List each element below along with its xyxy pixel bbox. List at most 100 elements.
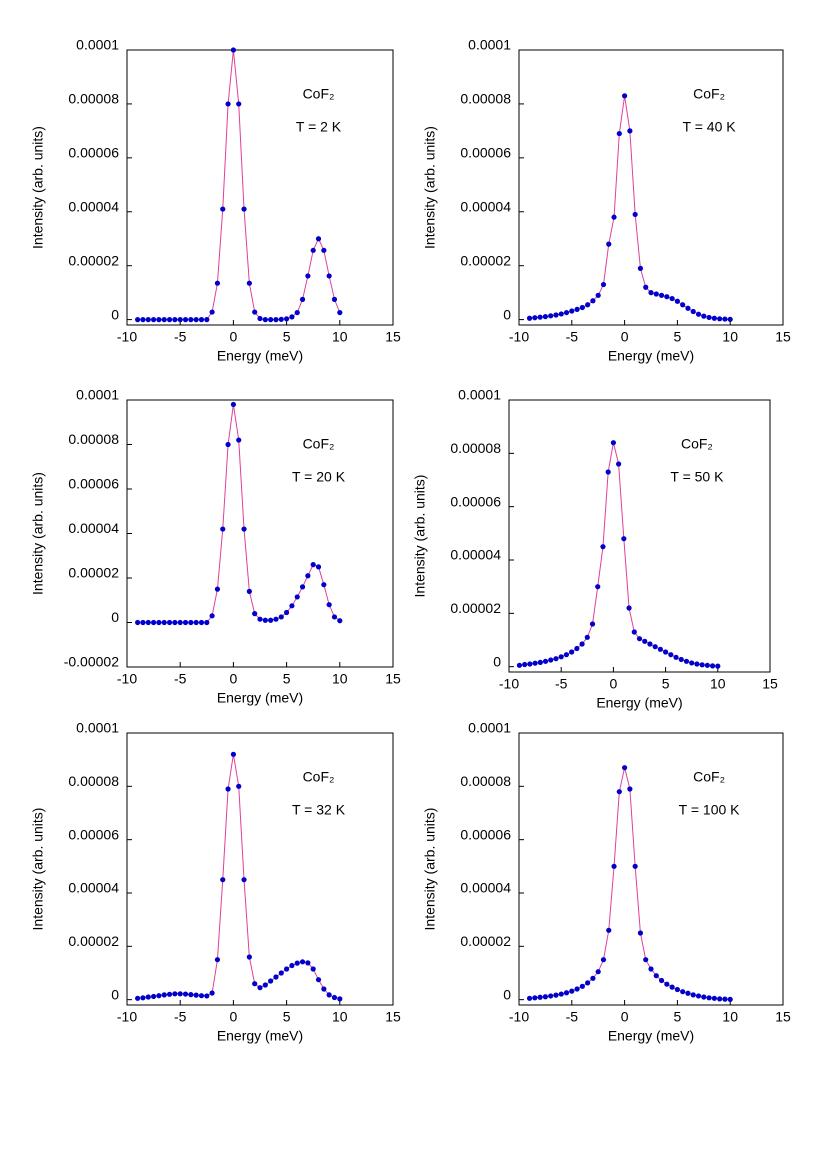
data-point: [631, 629, 637, 635]
y-tick-label: 0.0001: [458, 387, 501, 403]
data-point: [699, 662, 705, 668]
data-point: [268, 978, 274, 984]
x-tick-label: 5: [283, 329, 291, 345]
data-point: [252, 981, 258, 987]
data-point: [632, 863, 638, 869]
data-point: [209, 990, 215, 996]
data-point: [182, 317, 189, 323]
annotation: CoF₂: [681, 436, 713, 452]
data-point: [553, 312, 559, 318]
x-axis-label: Energy (meV): [608, 348, 694, 364]
data-point: [706, 995, 712, 1001]
data-point: [161, 317, 167, 323]
data-point: [643, 957, 649, 963]
data-point: [172, 317, 178, 323]
data-point: [220, 526, 226, 532]
annotation: CoF₂: [693, 769, 725, 785]
data-point: [663, 649, 669, 655]
data-point: [284, 316, 290, 322]
plot-frame: [518, 732, 784, 1006]
data-point: [574, 986, 580, 992]
data-point: [637, 930, 644, 936]
data-point: [717, 996, 723, 1002]
data-point: [616, 130, 622, 137]
y-tick-label: 0: [111, 609, 119, 625]
y-tick-label: 0.00002: [460, 933, 511, 949]
y-tick-label: 0.00004: [460, 198, 511, 214]
data-point: [156, 317, 162, 323]
data-point: [722, 316, 728, 322]
data-point: [664, 294, 670, 300]
data-point: [230, 47, 236, 53]
data-point: [262, 317, 268, 323]
data-point: [680, 989, 686, 995]
data-point: [532, 995, 538, 1001]
data-point: [611, 863, 617, 869]
data-point: [331, 614, 338, 620]
data-point: [610, 440, 617, 446]
annotation: CoF₂: [303, 436, 335, 452]
data-point: [166, 317, 173, 323]
data-point: [548, 657, 554, 663]
data-point: [252, 611, 258, 617]
y-axis-label: Intensity (arb. units): [422, 126, 438, 249]
data-point: [204, 619, 210, 626]
x-tick-label: -10: [499, 676, 519, 692]
x-tick-label: 10: [710, 676, 726, 692]
data-point: [653, 291, 659, 297]
data-point: [214, 957, 221, 963]
data-point: [709, 663, 716, 669]
data-point: [669, 984, 675, 990]
data-point: [648, 966, 654, 972]
data-point: [579, 641, 585, 647]
y-tick-label: 0: [493, 653, 501, 669]
data-point: [600, 957, 607, 963]
data-point: [685, 990, 691, 996]
data-point: [161, 619, 167, 626]
data-point: [337, 309, 343, 316]
data-point: [711, 315, 717, 321]
x-tick-label: -10: [509, 329, 529, 345]
data-point: [558, 311, 564, 317]
data-point: [177, 619, 183, 626]
data-point: [632, 211, 638, 218]
y-tick-label: 0.0001: [76, 387, 119, 403]
data-point: [225, 441, 231, 448]
data-point: [321, 247, 327, 253]
data-point: [605, 469, 611, 475]
y-tick-label: 0.00004: [68, 520, 119, 536]
x-tick-label: -10: [117, 1009, 137, 1025]
data-point: [268, 617, 274, 623]
data-point: [683, 658, 690, 664]
data-point: [563, 652, 570, 658]
plot-frame: [126, 399, 394, 668]
annotation: CoF₂: [303, 769, 335, 785]
data-point: [257, 985, 263, 991]
data-point: [704, 662, 710, 668]
data-point: [294, 309, 300, 316]
data-point: [643, 284, 649, 290]
x-tick-label: 15: [762, 676, 778, 692]
data-point: [246, 280, 252, 286]
data-point: [526, 315, 533, 321]
data-point: [151, 619, 157, 626]
data-point: [193, 317, 199, 323]
data-point: [198, 317, 205, 323]
x-tick-label: 0: [230, 1009, 238, 1025]
data-point: [548, 993, 554, 999]
data-point: [622, 93, 628, 99]
data-point: [678, 656, 684, 663]
data-point: [637, 265, 644, 271]
data-point: [273, 616, 279, 622]
x-tick-label: 5: [283, 671, 291, 687]
y-tick-label: 0.0001: [468, 37, 511, 53]
x-axis-label: Energy (meV): [217, 348, 303, 364]
y-axis-label: Intensity (arb. units): [30, 126, 46, 249]
data-point: [648, 290, 654, 296]
data-point: [616, 789, 622, 795]
chart-panel: -10 -5 0 5 10 15 -0.00002 0 0.00002 0.00004 0.0000…: [30, 387, 401, 706]
data-point: [600, 544, 606, 550]
data-point: [299, 959, 306, 965]
y-tick-label: 0.00002: [68, 252, 119, 268]
